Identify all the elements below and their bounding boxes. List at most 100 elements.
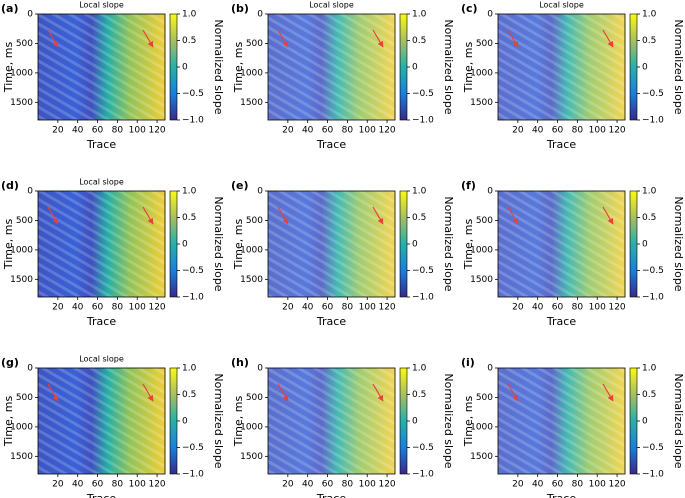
y-tick-label: 0	[257, 364, 263, 374]
y-tick-label: 1500	[240, 275, 263, 285]
y-axis-label: Time, ms	[232, 42, 245, 94]
plot-frame	[37, 13, 166, 121]
arrow	[507, 206, 519, 225]
colorbar-tick-label: 1.0	[642, 10, 657, 20]
y-axis-label: Time, ms	[2, 219, 15, 271]
x-tick-label: 100	[129, 126, 146, 136]
colorbar-tick-label: 1.0	[182, 364, 197, 374]
x-axis-label: Trace	[316, 492, 346, 498]
image-texture	[38, 191, 165, 297]
y-axis-label: Time, ms	[232, 219, 245, 271]
panel-label: (g)	[1, 356, 19, 369]
colorbar-tick-label: −1.0	[642, 116, 664, 126]
colorbar	[169, 367, 178, 475]
x-tick-label: 40	[72, 126, 84, 136]
arrow	[142, 29, 154, 48]
y-tick-label: 0	[257, 187, 263, 197]
y-tick-label: 500	[16, 216, 33, 226]
x-tick-label: 120	[148, 126, 165, 136]
y-tick-label: 1000	[10, 68, 33, 78]
colorbar-tick-label: −1.0	[412, 470, 434, 480]
chart-title: Local slope	[79, 1, 124, 10]
colorbar-tick-label: 0	[642, 417, 648, 427]
x-tick-label: 20	[512, 480, 524, 490]
x-tick-label: 20	[282, 126, 294, 136]
x-axis-label: Trace	[316, 138, 346, 151]
chart-title: Local slope	[309, 1, 354, 10]
plot-frame	[497, 367, 626, 475]
x-tick-label: 20	[282, 480, 294, 490]
colorbar-tick-label: 0.5	[412, 213, 426, 223]
plot-frame	[267, 190, 396, 298]
x-tick-label: 120	[378, 126, 395, 136]
x-tick-label: 20	[52, 126, 64, 136]
y-tick-label: 0	[257, 10, 263, 20]
panel-label: (e)	[231, 179, 249, 192]
colorbar-label: Normalized slope	[672, 373, 685, 468]
x-tick-label: 80	[572, 126, 584, 136]
x-tick-label: 120	[148, 480, 165, 490]
image-texture	[268, 368, 395, 474]
x-tick-label: 100	[589, 126, 606, 136]
x-tick-label: 60	[552, 303, 564, 313]
x-tick-label: 20	[52, 303, 64, 313]
x-tick-label: 20	[282, 303, 294, 313]
y-tick-label: 1500	[240, 98, 263, 108]
colorbar-tick-label: −1.0	[182, 116, 204, 126]
chart-title: Local slope	[79, 355, 124, 364]
panel: 20 40 60 80 100 120 0 500 1000 1500 1.0 0.5 0 −0.5 −1.…	[1, 355, 225, 498]
colorbar-tick-label: 1.0	[642, 187, 657, 197]
colorbar-tick-label: −0.5	[642, 89, 664, 99]
colorbar-label: Normalized slope	[212, 373, 225, 468]
arrow	[47, 206, 59, 225]
x-tick-label: 100	[129, 303, 146, 313]
y-tick-label: 1000	[240, 422, 263, 432]
y-axis-label: Time, ms	[462, 396, 475, 448]
colorbar-tick-label: 1.0	[412, 10, 427, 20]
x-tick-label: 100	[359, 480, 376, 490]
chart-title: Local slope	[79, 178, 124, 187]
colorbar-tick-label: −1.0	[642, 293, 664, 303]
x-tick-label: 120	[148, 303, 165, 313]
colorbar-tick-label: 0.5	[182, 36, 196, 46]
arrow	[277, 383, 289, 402]
panel: 20 40 60 80 100 120 0 500 1000 1500 1.0 0.5 0 −0.5 −1.…	[461, 1, 685, 152]
plot-frame	[267, 13, 396, 121]
image-texture	[268, 191, 395, 297]
arrow	[142, 383, 154, 402]
colorbar-tick-label: 0	[182, 417, 188, 427]
y-axis-label: Time, ms	[232, 396, 245, 448]
x-tick-label: 40	[532, 126, 544, 136]
colorbar-tick-label: −1.0	[182, 293, 204, 303]
x-tick-label: 60	[552, 480, 564, 490]
x-tick-label: 20	[512, 126, 524, 136]
plot-frame	[497, 13, 626, 121]
x-tick-label: 80	[572, 303, 584, 313]
y-tick-label: 1500	[10, 452, 33, 462]
colorbar-tick-label: 0	[642, 63, 648, 73]
image-texture	[38, 368, 165, 474]
x-axis-label: Trace	[316, 315, 346, 328]
x-axis-label: Trace	[546, 138, 576, 151]
x-tick-label: 60	[92, 303, 104, 313]
x-tick-label: 20	[52, 480, 64, 490]
image-texture	[38, 14, 165, 120]
y-tick-label: 1000	[240, 245, 263, 255]
x-tick-label: 40	[72, 303, 84, 313]
plot-frame	[267, 367, 396, 475]
colorbar-tick-label: 1.0	[642, 364, 657, 374]
colorbar-tick-label: 1.0	[412, 364, 427, 374]
y-tick-label: 500	[476, 393, 493, 403]
colorbar-tick-label: 0.5	[412, 390, 426, 400]
y-tick-label: 500	[16, 39, 33, 49]
y-tick-label: 1000	[10, 245, 33, 255]
x-tick-label: 80	[342, 126, 354, 136]
colorbar-tick-label: −0.5	[642, 443, 664, 453]
panel: 20 40 60 80 100 120 0 500 1000 1500 1.0 0.5 0 −0.5 −1.…	[231, 179, 455, 328]
y-tick-label: 0	[27, 364, 33, 374]
colorbar	[169, 190, 178, 298]
colorbar-label: Normalized slope	[212, 196, 225, 291]
x-tick-label: 40	[302, 126, 314, 136]
colorbar-label: Normalized slope	[212, 19, 225, 114]
colorbar-tick-label: 1.0	[182, 10, 197, 20]
